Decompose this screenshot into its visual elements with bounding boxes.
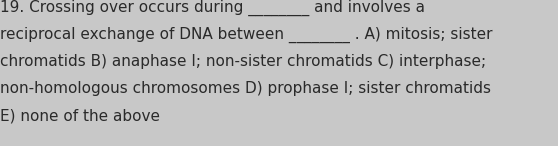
Text: E) none of the above: E) none of the above	[0, 108, 160, 123]
Text: non-homologous chromosomes D) prophase I; sister chromatids: non-homologous chromosomes D) prophase I…	[0, 81, 491, 96]
Text: reciprocal exchange of DNA between ________ . A) mitosis; sister: reciprocal exchange of DNA between _____…	[0, 27, 493, 43]
Text: 19. Crossing over occurs during ________ and involves a: 19. Crossing over occurs during ________…	[0, 0, 425, 16]
Text: chromatids B) anaphase I; non-sister chromatids C) interphase;: chromatids B) anaphase I; non-sister chr…	[0, 54, 486, 69]
